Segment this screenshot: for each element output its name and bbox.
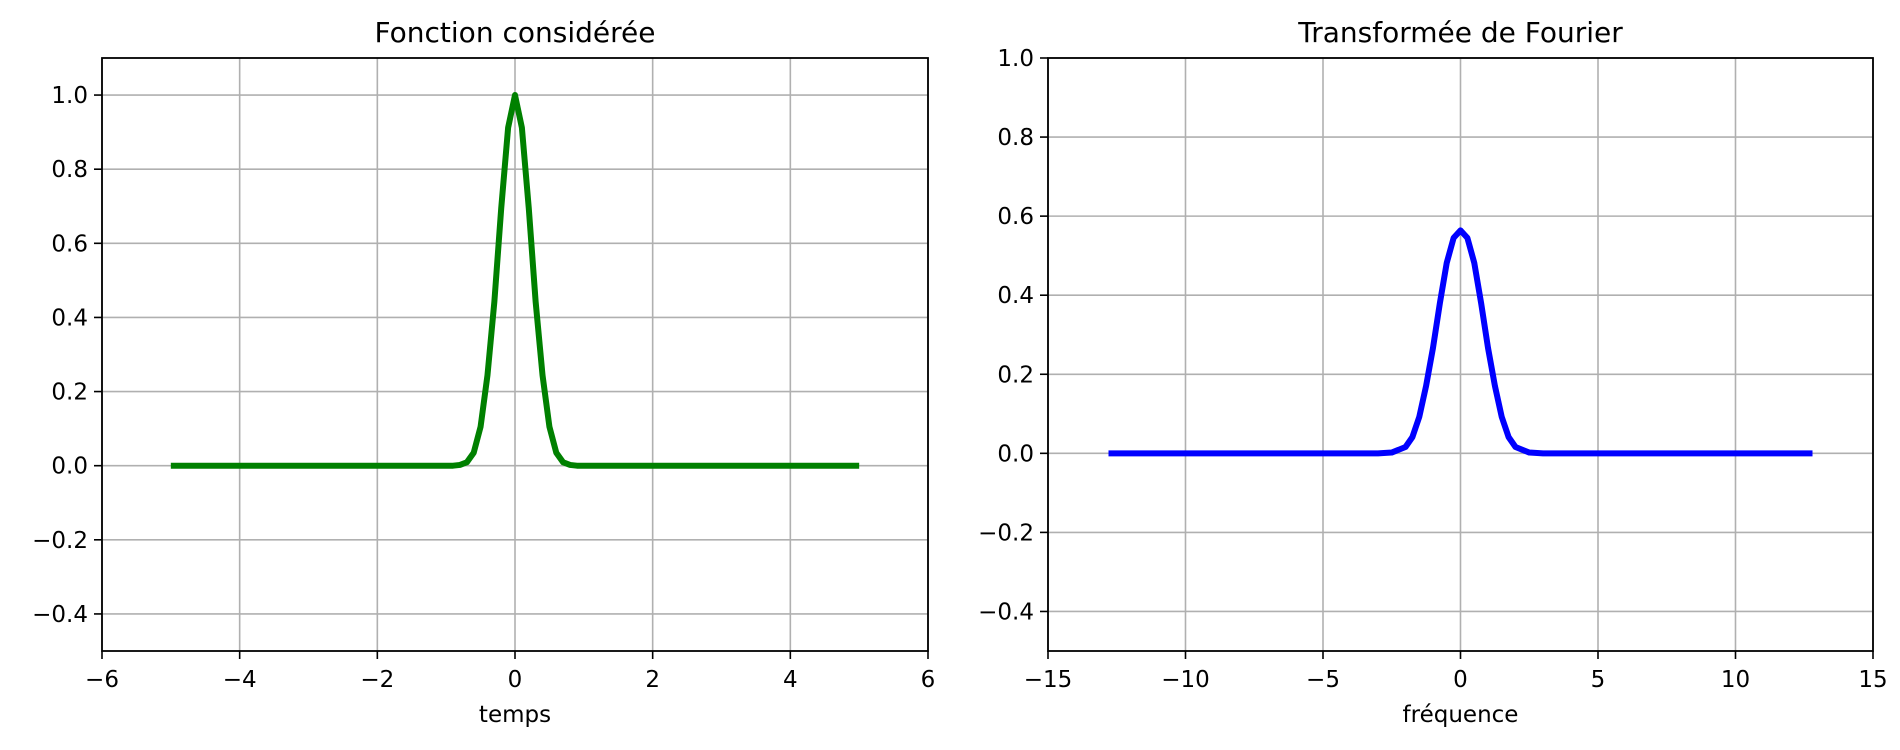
x-tick-label: 0 (1453, 667, 1468, 693)
chart-title: Transformée de Fourier (1297, 16, 1623, 49)
x-tick-label: 15 (1858, 667, 1887, 693)
chart-title: Fonction considérée (375, 16, 656, 49)
x-tick-label: −15 (1024, 667, 1073, 693)
y-tick-label: −0.2 (978, 520, 1034, 546)
y-tick-label: 0.6 (51, 231, 88, 257)
y-tick-label: −0.4 (978, 599, 1034, 625)
y-tick-label: 1.0 (51, 83, 88, 109)
y-tick-label: 0.4 (997, 283, 1034, 309)
y-tick-label: 0.6 (997, 204, 1034, 230)
y-tick-label: 0.8 (997, 125, 1034, 151)
x-tick-label: 5 (1591, 667, 1606, 693)
y-tick-label: −0.4 (32, 602, 88, 628)
panel-fourier-transform: −15 −10 −5 0 5 10 15 −0.4 −0.2 0.0 0.2 0.4 0.6 0.8 1.0… (978, 16, 1888, 728)
x-tick-label: −10 (1161, 667, 1210, 693)
x-tick-label: 4 (783, 667, 798, 693)
y-tick-label: 0.4 (51, 305, 88, 331)
y-tick-label: 0.8 (51, 157, 88, 183)
y-tick-label: 0.2 (997, 362, 1034, 388)
x-tick-label: 2 (645, 667, 660, 693)
y-tick-label: −0.2 (32, 528, 88, 554)
series-line (1108, 227, 1813, 457)
series-line (170, 92, 860, 469)
y-tick-label: 0.0 (51, 454, 88, 480)
x-tick-label: 10 (1721, 667, 1750, 693)
y-tick-label: 0.0 (997, 441, 1034, 467)
x-axis-label: temps (479, 702, 551, 728)
x-axis-label: fréquence (1403, 702, 1519, 728)
x-tick-label: −2 (360, 667, 394, 693)
x-tick-label: −5 (1306, 667, 1340, 693)
y-tick-label: 0.2 (51, 380, 88, 406)
x-tick-label: −4 (223, 667, 257, 693)
panel-time-domain: −6 −4 −2 0 2 4 6 −0.4 −0.2 0.0 0.2 0.4 0.6 0.8 1.0 Fon… (32, 16, 935, 728)
x-tick-label: 0 (508, 667, 523, 693)
x-tick-label: 6 (921, 667, 936, 693)
y-tick-label: 1.0 (997, 46, 1034, 72)
x-tick-label: −6 (85, 667, 119, 693)
